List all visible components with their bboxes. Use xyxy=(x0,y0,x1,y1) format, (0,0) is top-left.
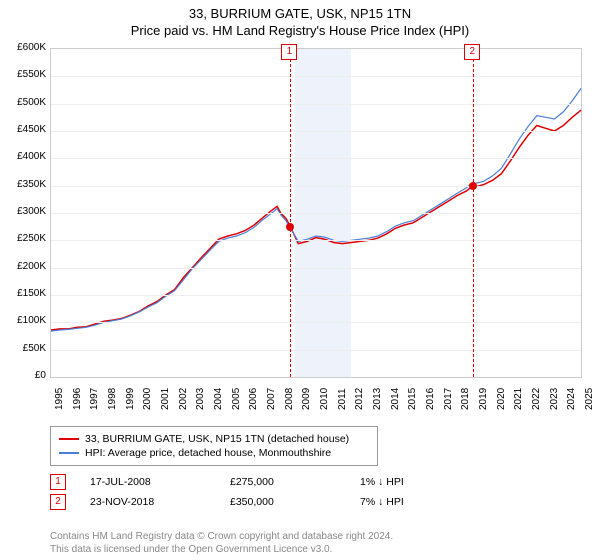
x-tick-label: 2013 xyxy=(372,388,383,410)
x-tick-label: 2020 xyxy=(496,388,507,410)
x-tick-label: 2023 xyxy=(549,388,560,410)
tx-date: 23-NOV-2018 xyxy=(90,496,230,508)
chart-title-address: 33, BURRIUM GATE, USK, NP15 1TN xyxy=(0,0,600,21)
x-tick-label: 2000 xyxy=(142,388,153,410)
x-tick-label: 1997 xyxy=(89,388,100,410)
tx-delta: 1% ↓ HPI xyxy=(360,476,404,488)
footnote: Contains HM Land Registry data © Crown c… xyxy=(50,530,570,556)
y-tick-label: £100K xyxy=(8,315,46,326)
sale-point xyxy=(286,223,294,231)
tx-marker: 2 xyxy=(50,494,66,510)
x-tick-label: 2008 xyxy=(284,388,295,410)
tx-date: 17-JUL-2008 xyxy=(90,476,230,488)
footnote-line1: Contains HM Land Registry data © Crown c… xyxy=(50,530,570,543)
x-tick-label: 2024 xyxy=(566,388,577,410)
x-tick-label: 2016 xyxy=(425,388,436,410)
x-tick-label: 2022 xyxy=(531,388,542,410)
x-tick-label: 2019 xyxy=(478,388,489,410)
x-tick-label: 2001 xyxy=(160,388,171,410)
y-tick-label: £450K xyxy=(8,124,46,135)
y-tick-label: £250K xyxy=(8,233,46,244)
x-tick-label: 2005 xyxy=(231,388,242,410)
y-tick-label: £200K xyxy=(8,261,46,272)
x-tick-label: 2012 xyxy=(354,388,365,410)
y-tick-label: £550K xyxy=(8,69,46,80)
x-tick-label: 2002 xyxy=(178,388,189,410)
x-tick-label: 1999 xyxy=(125,388,136,410)
chart-container: { "title1": "33, BURRIUM GATE, USK, NP15… xyxy=(0,0,600,560)
y-tick-label: £50K xyxy=(8,343,46,354)
y-tick-label: £600K xyxy=(8,42,46,53)
x-tick-label: 2021 xyxy=(513,388,524,410)
x-tick-label: 2015 xyxy=(407,388,418,410)
sale-point xyxy=(469,182,477,190)
sale-marker: 2 xyxy=(464,44,480,60)
chart-plot-area xyxy=(50,48,582,378)
x-tick-label: 2007 xyxy=(266,388,277,410)
tx-delta: 7% ↓ HPI xyxy=(360,496,404,508)
x-tick-label: 2010 xyxy=(319,388,330,410)
legend-label: HPI: Average price, detached house, Monm… xyxy=(85,447,331,459)
x-tick-label: 2011 xyxy=(337,388,348,410)
transaction-table: 1 17-JUL-2008£275,0001% ↓ HPI 2 23-NOV-2018… xyxy=(50,472,570,512)
tx-marker: 1 xyxy=(50,474,66,490)
y-tick-label: £300K xyxy=(8,206,46,217)
tx-price: £275,000 xyxy=(230,476,360,488)
y-tick-label: £350K xyxy=(8,179,46,190)
x-tick-label: 2003 xyxy=(195,388,206,410)
x-tick-label: 2004 xyxy=(213,388,224,410)
y-tick-label: £500K xyxy=(8,97,46,108)
sale-marker: 1 xyxy=(281,44,297,60)
footnote-line2: This data is licensed under the Open Gov… xyxy=(50,543,570,556)
y-tick-label: £150K xyxy=(8,288,46,299)
tx-price: £350,000 xyxy=(230,496,360,508)
y-tick-label: £400K xyxy=(8,151,46,162)
y-tick-label: £0 xyxy=(8,370,46,381)
x-tick-label: 2025 xyxy=(584,388,595,410)
chart-title-subtitle: Price paid vs. HM Land Registry's House … xyxy=(0,21,600,38)
x-tick-label: 1998 xyxy=(107,388,118,410)
x-tick-label: 2018 xyxy=(460,388,471,410)
x-tick-label: 2009 xyxy=(301,388,312,410)
series-property xyxy=(51,110,581,330)
legend-label: 33, BURRIUM GATE, USK, NP15 1TN (detache… xyxy=(85,433,349,445)
x-tick-label: 1995 xyxy=(54,388,65,410)
x-tick-label: 2014 xyxy=(390,388,401,410)
x-tick-label: 1996 xyxy=(72,388,83,410)
chart-legend: 33, BURRIUM GATE, USK, NP15 1TN (detache… xyxy=(50,426,378,466)
x-tick-label: 2017 xyxy=(443,388,454,410)
x-tick-label: 2006 xyxy=(248,388,259,410)
